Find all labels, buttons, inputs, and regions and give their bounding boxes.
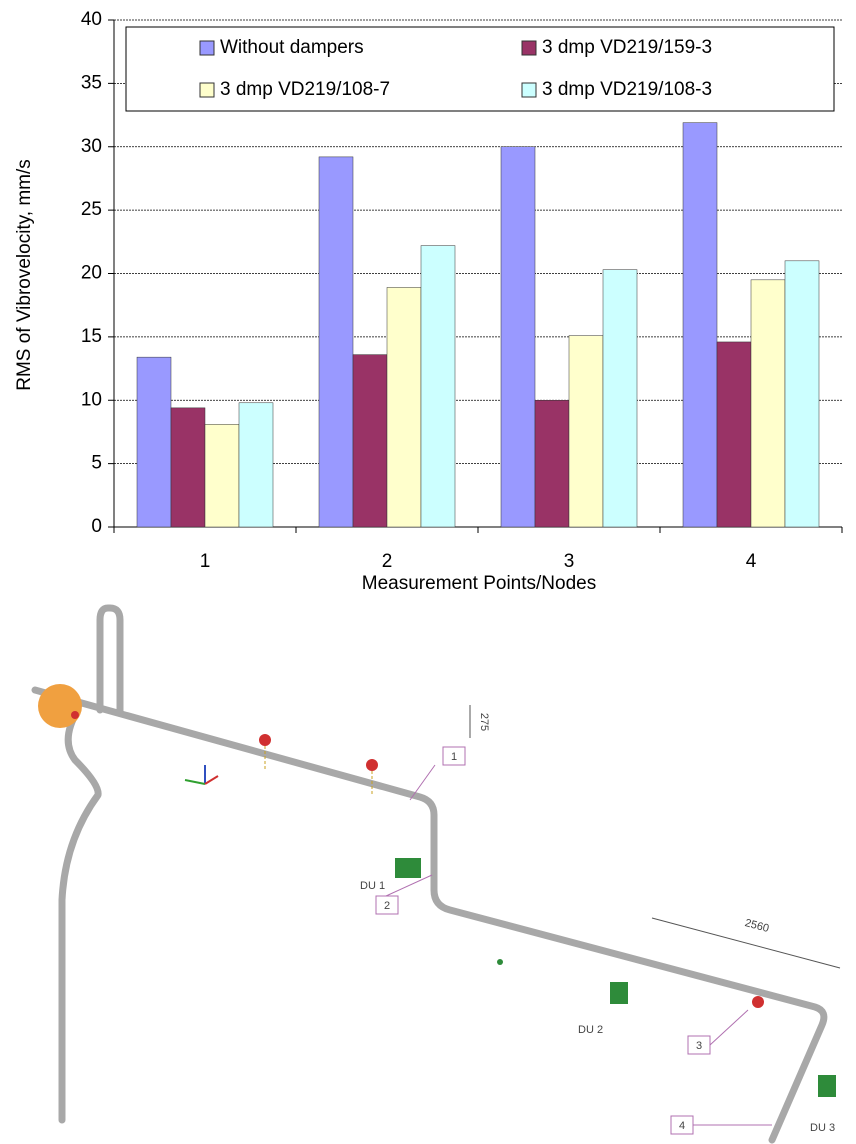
legend-label: 3 dmp VD219/108-3 — [542, 79, 712, 100]
legend-swatch — [522, 83, 536, 97]
bar — [751, 280, 785, 527]
point-label: 2 — [384, 900, 390, 912]
bar — [137, 357, 171, 527]
legend-swatch — [200, 41, 214, 55]
y-tick-label: 15 — [81, 326, 102, 347]
y-tick-label: 40 — [81, 9, 102, 30]
x-tick-label: 2 — [382, 551, 393, 572]
y-tick-label: 35 — [81, 72, 102, 93]
bar — [319, 157, 353, 527]
bar — [239, 403, 273, 527]
legend-label: 3 dmp VD219/108-7 — [220, 79, 390, 100]
legend-swatch — [522, 41, 536, 55]
legend-label: Without dampers — [220, 37, 364, 58]
bar — [501, 147, 535, 527]
y-tick-label: 25 — [81, 199, 102, 220]
bar — [717, 342, 751, 527]
bar — [603, 270, 637, 527]
x-tick-label: 3 — [564, 551, 575, 572]
bar — [353, 355, 387, 527]
legend-swatch — [200, 83, 214, 97]
bar — [535, 400, 569, 527]
bar — [785, 261, 819, 527]
x-tick-label: 1 — [200, 551, 211, 572]
chart: RMS of Vibrovelocity, mm/s Measurement P… — [0, 0, 856, 600]
bar — [171, 408, 205, 527]
legend-label: 3 dmp VD219/159-3 — [542, 37, 712, 58]
bar — [421, 246, 455, 527]
dimension-label: 2560 — [743, 917, 770, 935]
damper-label: DU 1 — [360, 880, 385, 892]
y-tick-label: 30 — [81, 136, 102, 157]
point-label: 3 — [696, 1040, 702, 1052]
supports — [71, 711, 836, 1097]
pipe-diagram: 1 2 3 4 DU 1 DU 2 DU 3 2560 275 — [0, 600, 856, 1144]
x-axis-label: Measurement Points/Nodes — [362, 573, 596, 594]
y-tick-label: 10 — [81, 389, 102, 410]
damper-label: DU 2 — [578, 1024, 603, 1036]
bar — [205, 424, 239, 527]
axes-triad — [185, 765, 218, 784]
point-label: 4 — [679, 1120, 685, 1132]
y-tick-label: 0 — [91, 516, 102, 537]
y-tick-label: 5 — [91, 453, 102, 474]
point-label: 1 — [451, 751, 457, 763]
dimension-label: 275 — [478, 713, 490, 731]
bar — [569, 336, 603, 527]
damper-label: DU 3 — [810, 1122, 835, 1134]
bar — [683, 123, 717, 527]
y-axis-label: RMS of Vibrovelocity, mm/s — [14, 159, 35, 391]
bar — [387, 287, 421, 527]
y-tick-label: 20 — [81, 263, 102, 284]
x-tick-label: 4 — [746, 551, 757, 572]
pipe — [35, 608, 824, 1140]
